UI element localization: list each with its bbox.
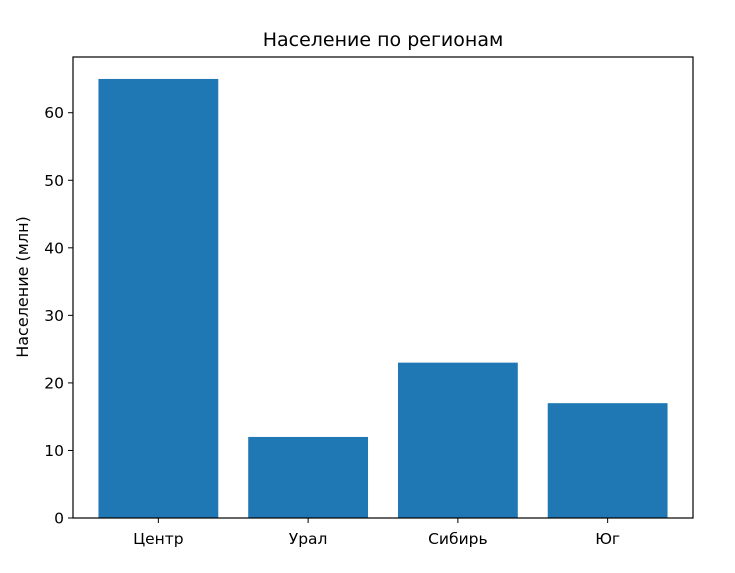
x-tick-label: Сибирь: [428, 530, 488, 548]
x-axis-ticks: Центр Урал Сибирь Юг: [133, 518, 620, 548]
x-tick-label: Юг: [595, 530, 620, 548]
y-tick-label: 60: [44, 104, 64, 122]
x-tick-label: Урал: [289, 530, 328, 548]
y-tick-label: 10: [44, 442, 64, 460]
bars: [98, 78, 668, 518]
bar-2: [397, 362, 518, 518]
y-axis-ticks: 0 10 20 30 40 50 60: [44, 104, 73, 528]
y-tick-label: 30: [44, 307, 64, 325]
bar-3: [547, 403, 668, 518]
chart-title: Население по регионам: [263, 29, 504, 51]
y-tick-label: 20: [44, 374, 64, 392]
y-tick-label: 40: [44, 239, 64, 257]
bar-1: [248, 436, 369, 518]
y-tick-label: 50: [44, 172, 64, 190]
y-tick-label: 0: [54, 510, 64, 528]
plot-frame: [72, 56, 694, 519]
x-tick-label: Центр: [133, 530, 184, 548]
bar-0: [98, 78, 219, 518]
y-axis-label: Население (млн): [13, 216, 32, 358]
